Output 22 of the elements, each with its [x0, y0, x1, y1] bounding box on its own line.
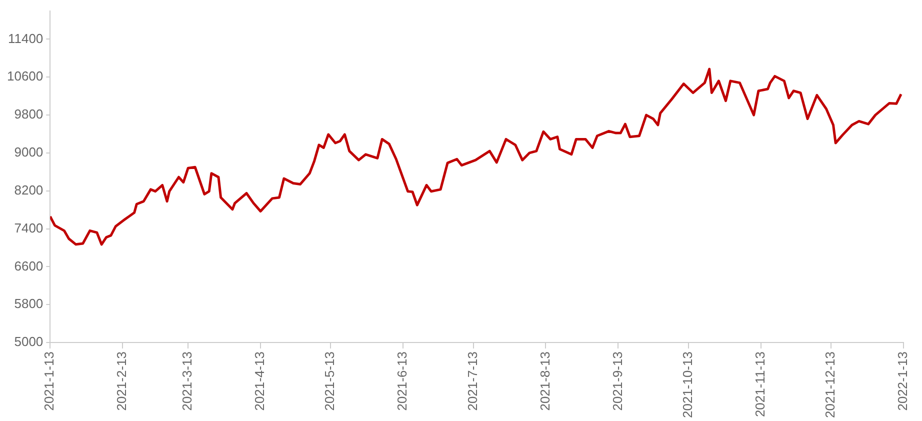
x-tick-label: 2021-12-13 — [822, 352, 838, 418]
y-tick-label: 10600 — [6, 68, 44, 84]
x-tick-label: 2021-3-13 — [180, 352, 195, 411]
y-tick-label: 9800 — [14, 106, 44, 122]
x-tick-label: 2021-7-13 — [464, 352, 480, 411]
x-tick-label: 2021-8-13 — [537, 352, 552, 411]
x-tick-label: 2021-1-13 — [42, 352, 57, 411]
x-tick-label: 2021-4-13 — [252, 352, 268, 411]
y-tick-label: 7400 — [14, 220, 44, 236]
y-tick-label: 5800 — [14, 296, 44, 312]
x-tick-label: 2021-9-13 — [610, 352, 625, 411]
x-tick-label: 2021-6-13 — [394, 352, 410, 411]
x-tick-label: 2021-2-13 — [114, 352, 130, 411]
x-tick-label: 2021-5-13 — [322, 352, 338, 411]
y-tick-label: 5000 — [14, 334, 44, 350]
x-tick-label: 2021-10-13 — [680, 352, 695, 418]
y-tick-label: 8200 — [14, 182, 44, 198]
y-tick-label: 11400 — [8, 30, 44, 46]
y-tick-label: 9000 — [14, 144, 44, 160]
x-tick-label: 2021-11-13 — [752, 352, 768, 418]
x-tick-label: 2022-1-13 — [894, 352, 910, 411]
y-tick-label: 6600 — [14, 258, 44, 274]
